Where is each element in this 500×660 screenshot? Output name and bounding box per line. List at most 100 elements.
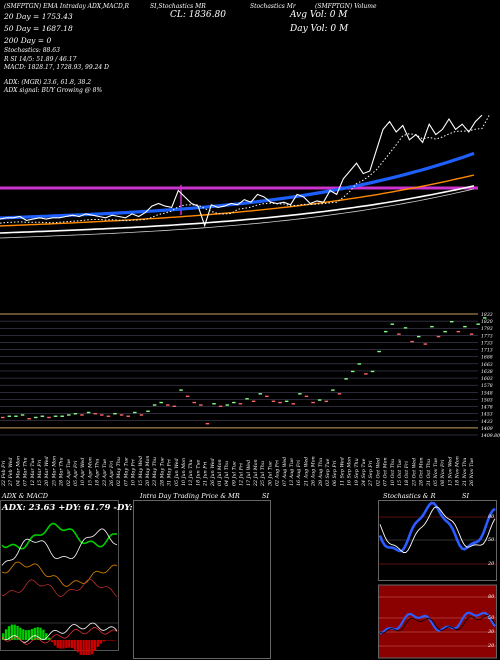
x-tick-label: 25 Mar Mon — [51, 456, 57, 487]
macd-label: MACD: 1828.17, 1728.93, 99.24 D — [4, 64, 109, 71]
ema200-line-2 — [0, 185, 475, 234]
x-tick-label: 04 Jul Thu — [224, 461, 230, 486]
macd-bar — [68, 640, 71, 648]
ema50-label: 50 Day = 1687.18 — [4, 24, 73, 33]
level-candle — [27, 418, 31, 420]
rsi-level-50: 50 — [488, 615, 495, 621]
macd-bar — [53, 640, 57, 646]
level-candle — [225, 404, 229, 406]
level-candle — [390, 323, 395, 325]
x-tick-label: 18 Jun Tue — [195, 459, 201, 486]
level-candle — [357, 363, 362, 365]
price-line — [0, 114, 483, 228]
level-candle — [245, 398, 249, 400]
macd-bar — [13, 624, 16, 640]
level-candle — [483, 317, 487, 319]
x-tick-label: 02 May Thu — [116, 457, 122, 486]
x-tick-label: 05 Nov Tue — [433, 458, 439, 486]
x-tick-label: 06 Sep Fri — [332, 460, 338, 486]
x-tick-label: 27 Feb Wed — [8, 457, 14, 487]
level-candle — [324, 400, 329, 403]
level-candle — [212, 403, 216, 405]
plus-di-line — [1, 528, 118, 566]
macd-bar — [96, 640, 100, 647]
level-candle — [192, 401, 196, 404]
x-tick-label: 02 Oct Wed — [375, 458, 381, 486]
adx-panel-title: ADX & MACD — [2, 492, 48, 500]
x-tick-label: 10 Jun Mon — [181, 458, 187, 486]
x-tick-label: 18 Nov Mon — [455, 456, 461, 486]
x-tick-label: 07 Mar Thu — [23, 457, 29, 486]
macd-bar — [102, 640, 105, 642]
macd-bar — [91, 640, 94, 655]
level-candle — [20, 414, 25, 416]
adx-label: ADX: (MGR) 23.6, 61.8, 38.2 — [4, 79, 92, 86]
level-candle — [146, 410, 150, 412]
rsi-level-20: 20 — [488, 643, 495, 649]
level-label: 1409 — [481, 426, 493, 432]
level-candle — [185, 395, 190, 398]
x-tick-label: 18 Oct Fri — [404, 461, 410, 486]
level-candle — [331, 389, 335, 391]
level-candle — [40, 415, 45, 417]
x-tick-label: 15 May Wed — [138, 456, 144, 486]
rsi-level-80: 80 — [488, 594, 495, 600]
level-candle — [106, 415, 111, 417]
level-candle — [350, 370, 355, 373]
x-tick-label: 23 Apr Tue — [102, 459, 108, 487]
level-candle — [159, 401, 163, 404]
x-axis: 22 Feb Fri 27 Feb Wed 04 Mar Mon 07 Mar Thu… — [1, 455, 475, 487]
stoch-si: SI — [462, 492, 470, 500]
stoch-d-line — [379, 506, 496, 553]
level-candle — [100, 414, 104, 416]
x-tick-label: 29 Aug Thu — [318, 458, 324, 487]
level-candle — [93, 413, 97, 415]
level-candle — [258, 393, 263, 395]
macd-bar — [85, 640, 88, 655]
level-candle — [403, 327, 408, 329]
adx-signal-label: ADX signal: BUY Growing @ 8% — [4, 87, 103, 94]
rsi-label: R SI 14/5: 51.89 / 46.17 — [4, 56, 77, 63]
x-tick-label: 26 Nov Tue — [469, 458, 475, 487]
x-tick-label: 17 Jul Wed — [246, 460, 252, 486]
macd-bar — [33, 627, 36, 640]
level-label: 1713 — [481, 348, 493, 354]
x-tick-label: 28 Mar Thu — [59, 457, 65, 487]
level-label: 1548 — [481, 390, 493, 396]
level-candle — [139, 414, 144, 416]
level-label: 1409.80 — [481, 433, 500, 439]
level-candle — [113, 413, 117, 415]
rsi-background — [378, 584, 497, 659]
x-tick-label: 27 Sep Fri — [368, 460, 374, 487]
x-tick-label: 07 May Tue — [123, 457, 129, 486]
x-tick-label: 22 Jul Mon — [253, 459, 259, 487]
intraday-panel-title: Intra Day Trading Price & MR — [140, 492, 240, 500]
level-label: 1688 — [481, 355, 493, 361]
level-candle — [410, 340, 414, 343]
level-label: 1833 — [481, 312, 493, 318]
x-tick-label: 20 Mar Wed — [44, 456, 50, 487]
level-candle — [205, 423, 210, 425]
level-candle — [218, 405, 223, 407]
x-tick-label: 03 Sep Tue — [325, 458, 331, 486]
level-candle — [232, 401, 236, 404]
level-candle — [430, 325, 434, 328]
x-tick-label: 13 Nov Wed — [447, 457, 453, 486]
level-candle — [119, 414, 124, 416]
x-tick-label: 24 Sep Tue — [361, 458, 367, 487]
macd-bar — [73, 640, 77, 650]
level-candle — [469, 333, 474, 335]
level-candle — [344, 378, 348, 380]
x-tick-label: 05 Jun Wed — [174, 458, 180, 486]
level-candle — [476, 323, 480, 325]
x-tick-label: 04 Mar Mon — [15, 456, 21, 486]
level-candle — [298, 393, 302, 395]
level-candle — [126, 415, 130, 417]
level-label: 1433 — [481, 419, 493, 425]
level-candle — [397, 333, 401, 335]
level-label: 1820 — [481, 319, 493, 325]
dotted-line — [0, 113, 491, 224]
x-tick-label: 12 Jul Fri — [239, 463, 245, 486]
intraday-panel — [133, 500, 271, 659]
level-label: 1793 — [481, 326, 493, 332]
